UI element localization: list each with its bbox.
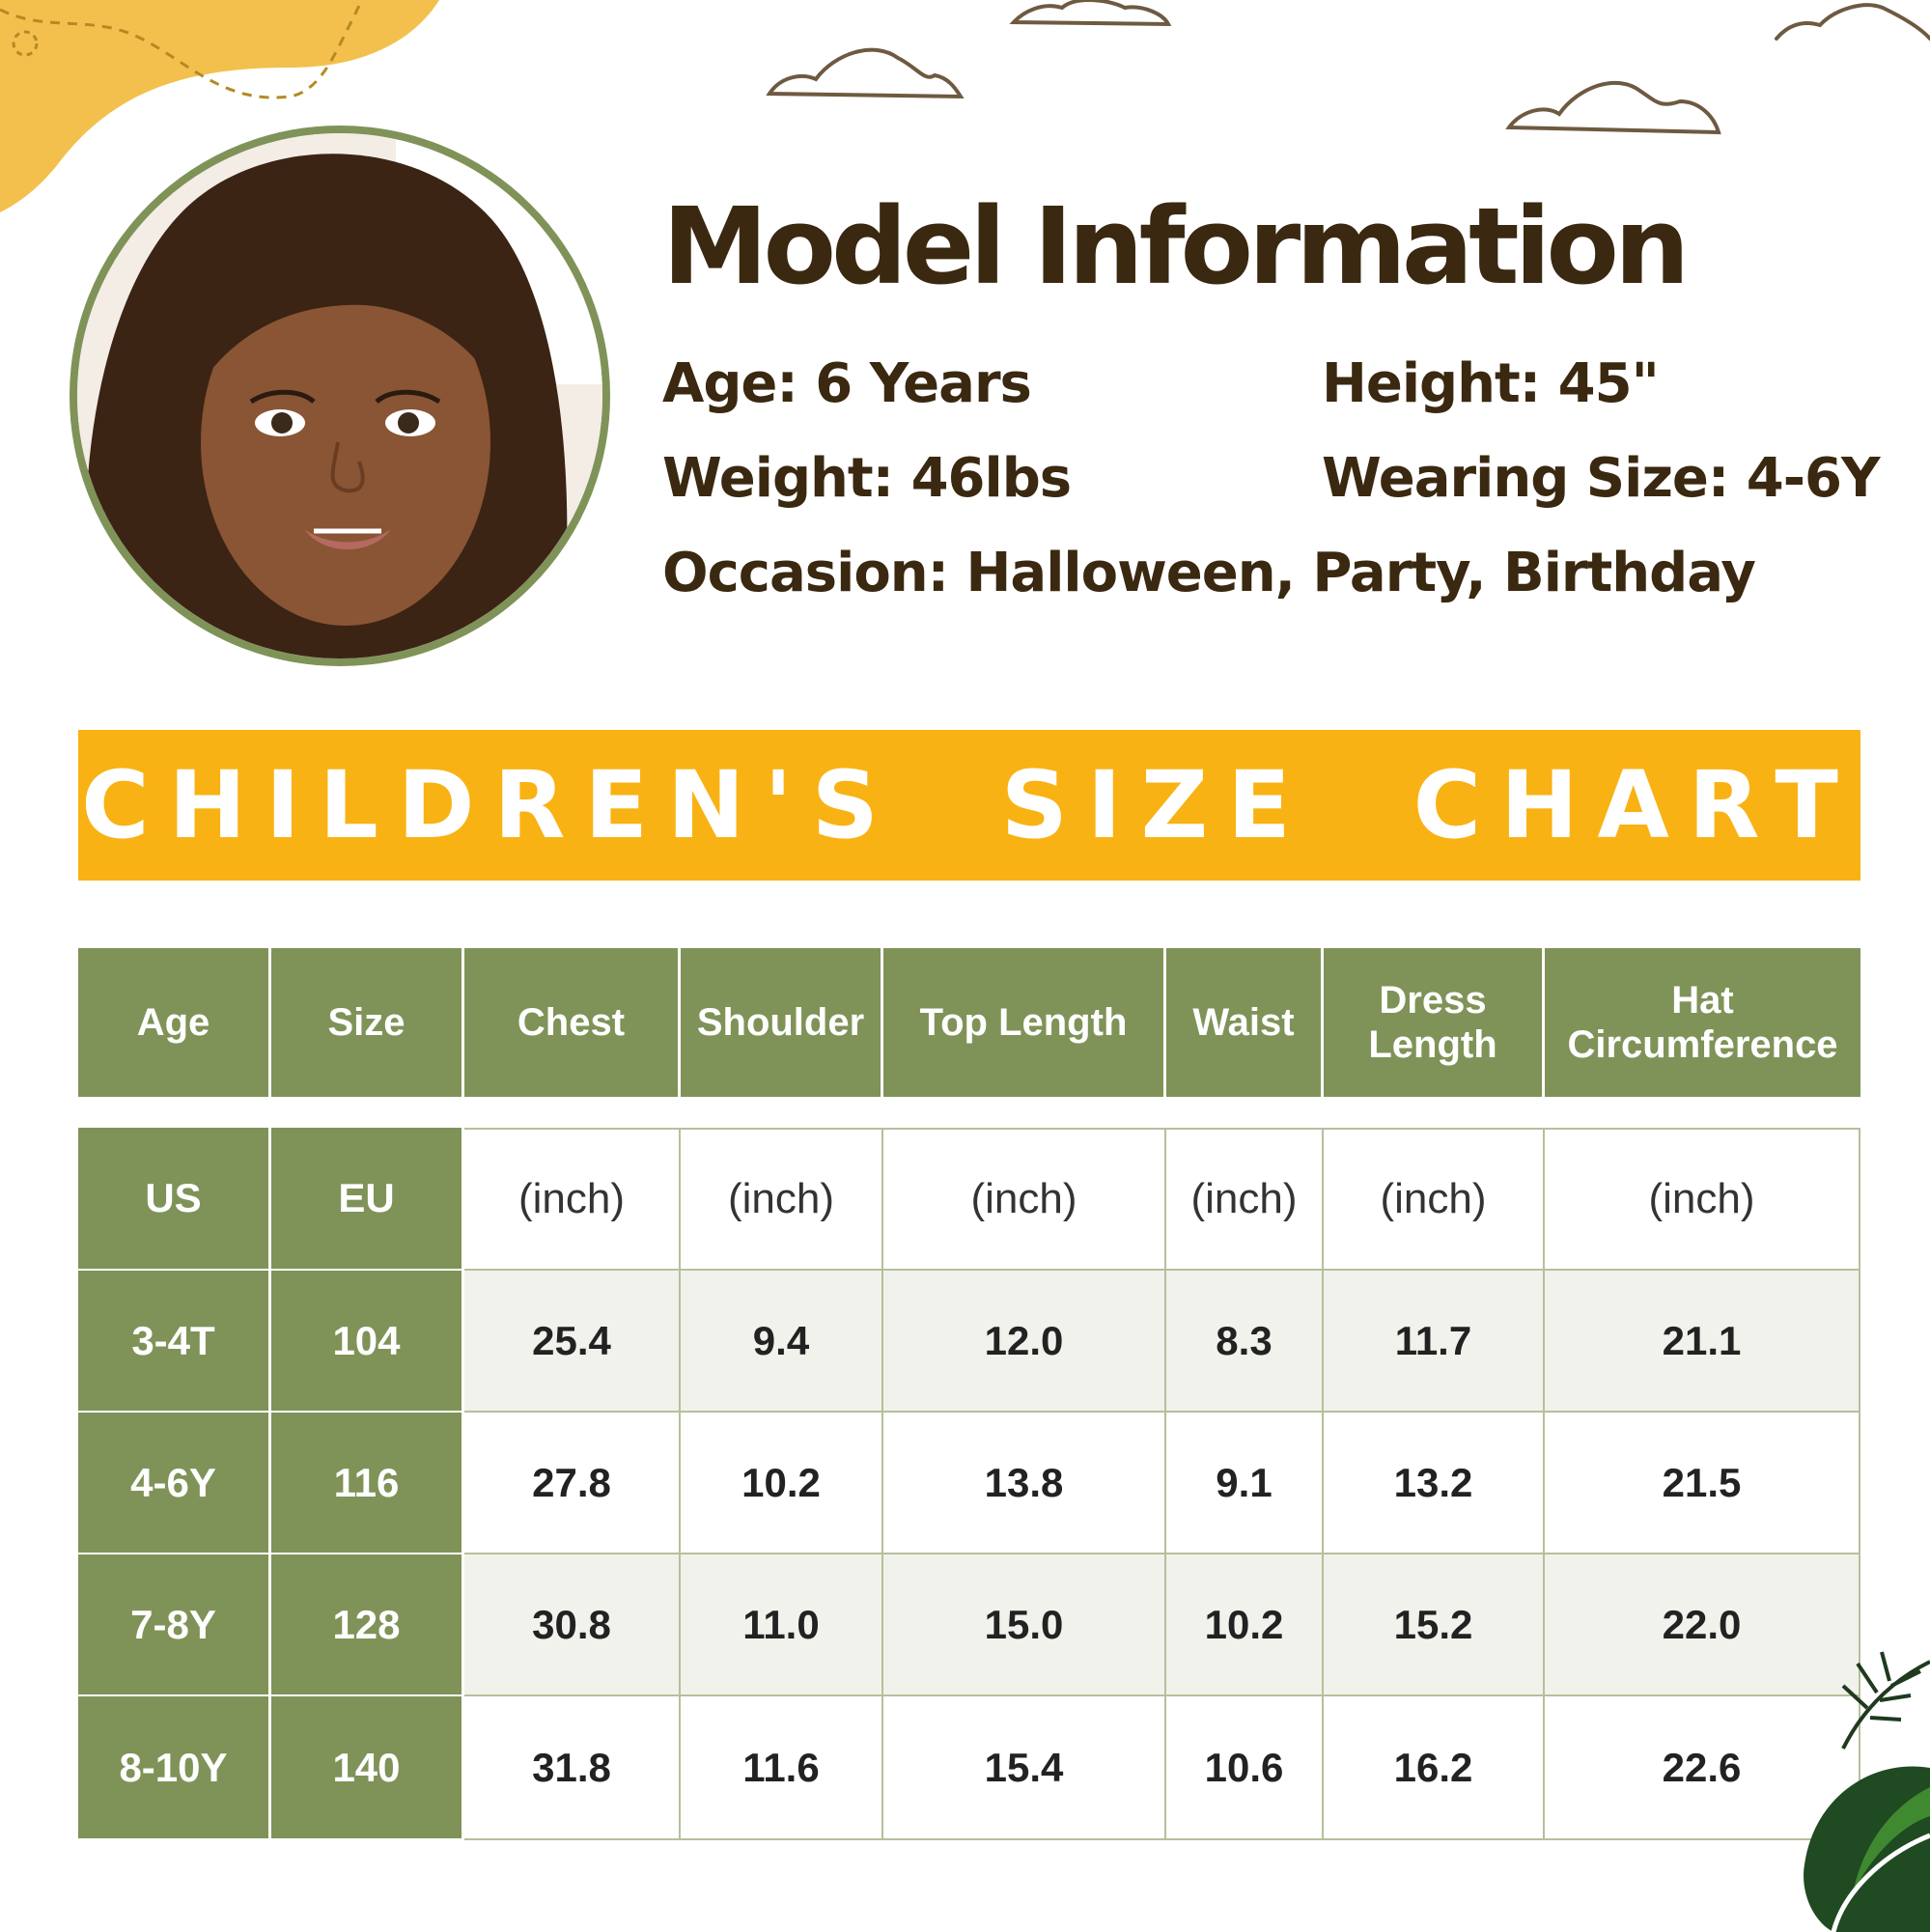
cell-waist: 10.2 (1166, 1554, 1324, 1696)
unit-age: US (78, 1128, 271, 1271)
header-dress-length: Dress Length (1324, 948, 1542, 1097)
header-size: Size (271, 948, 462, 1097)
cell-top-length: 15.0 (883, 1554, 1166, 1696)
unit-chest: (inch) (464, 1128, 681, 1271)
header-shoulder: Shoulder (681, 948, 881, 1097)
cell-size: 104 (271, 1271, 464, 1413)
cell-dress-length: 13.2 (1324, 1413, 1545, 1554)
header-top-length: Top Length (883, 948, 1163, 1097)
header-hat-circumference: Hat Circumference (1545, 948, 1860, 1097)
cell-size: 140 (271, 1696, 464, 1840)
cell-waist: 9.1 (1166, 1413, 1324, 1554)
cell-top-length: 15.4 (883, 1696, 1166, 1840)
table-row: 3-4T 104 25.4 9.4 12.0 8.3 11.7 21.1 (78, 1271, 1860, 1413)
model-weight: Weight: 46lbs (662, 447, 1072, 510)
cell-chest: 31.8 (464, 1696, 681, 1840)
child-portrait (77, 133, 602, 658)
cell-waist: 8.3 (1166, 1271, 1324, 1413)
model-age: Age: 6 Years (662, 352, 1032, 415)
model-photo (70, 126, 610, 666)
cell-size: 128 (271, 1554, 464, 1696)
unit-hat-circumference: (inch) (1545, 1128, 1860, 1271)
size-chart-header: Age Size Chest Shoulder Top Length Waist… (78, 948, 1860, 1097)
cell-age: 8-10Y (78, 1696, 271, 1840)
cell-chest: 25.4 (464, 1271, 681, 1413)
cell-age: 7-8Y (78, 1554, 271, 1696)
cell-size: 116 (271, 1413, 464, 1554)
model-occasion: Occasion: Halloween, Party, Birthday (662, 542, 1756, 604)
table-row: 7-8Y 128 30.8 11.0 15.0 10.2 15.2 22.0 (78, 1554, 1860, 1696)
cell-top-length: 12.0 (883, 1271, 1166, 1413)
cell-top-length: 13.8 (883, 1413, 1166, 1554)
size-chart-banner: CHILDREN'S SIZE CHART (78, 730, 1860, 881)
size-chart-table: US EU (inch) (inch) (inch) (inch) (inch) (inch)… (78, 1128, 1860, 1840)
cell-shoulder: 9.4 (681, 1271, 883, 1413)
table-row: 8-10Y 140 31.8 11.6 15.4 10.6 16.2 22.6 (78, 1696, 1860, 1840)
cell-shoulder: 11.0 (681, 1554, 883, 1696)
units-row: US EU (inch) (inch) (inch) (inch) (inch) (inch) (78, 1128, 1860, 1271)
cell-dress-length: 15.2 (1324, 1554, 1545, 1696)
model-height: Height: 45" (1322, 352, 1660, 415)
cell-age: 3-4T (78, 1271, 271, 1413)
cell-dress-length: 16.2 (1324, 1696, 1545, 1840)
cell-hat-circumference: 22.6 (1545, 1696, 1860, 1840)
dashed-path (0, 0, 364, 99)
leaf-icon (1804, 1651, 1930, 1932)
model-info-title: Model Information (662, 184, 1690, 308)
cell-shoulder: 11.6 (681, 1696, 883, 1840)
cell-dress-length: 11.7 (1324, 1271, 1545, 1413)
cell-age: 4-6Y (78, 1413, 271, 1554)
cell-waist: 10.6 (1166, 1696, 1324, 1840)
dashed-loop (12, 30, 39, 57)
cell-hat-circumference: 21.5 (1545, 1413, 1860, 1554)
yellow-blob (0, 0, 439, 212)
cell-shoulder: 10.2 (681, 1413, 883, 1554)
cell-hat-circumference: 22.0 (1545, 1554, 1860, 1696)
header-chest: Chest (464, 948, 678, 1097)
header-age: Age (78, 948, 268, 1097)
unit-shoulder: (inch) (681, 1128, 883, 1271)
header-waist: Waist (1166, 948, 1321, 1097)
cell-chest: 27.8 (464, 1413, 681, 1554)
cell-hat-circumference: 21.1 (1545, 1271, 1860, 1413)
table-row: 4-6Y 116 27.8 10.2 13.8 9.1 13.2 21.5 (78, 1413, 1860, 1554)
unit-top-length: (inch) (883, 1128, 1166, 1271)
unit-size: EU (271, 1128, 464, 1271)
cell-chest: 30.8 (464, 1554, 681, 1696)
unit-dress-length: (inch) (1324, 1128, 1545, 1271)
unit-waist: (inch) (1166, 1128, 1324, 1271)
model-wearing-size: Wearing Size: 4-6Y (1322, 447, 1881, 510)
cloud-icon (766, 0, 1930, 135)
